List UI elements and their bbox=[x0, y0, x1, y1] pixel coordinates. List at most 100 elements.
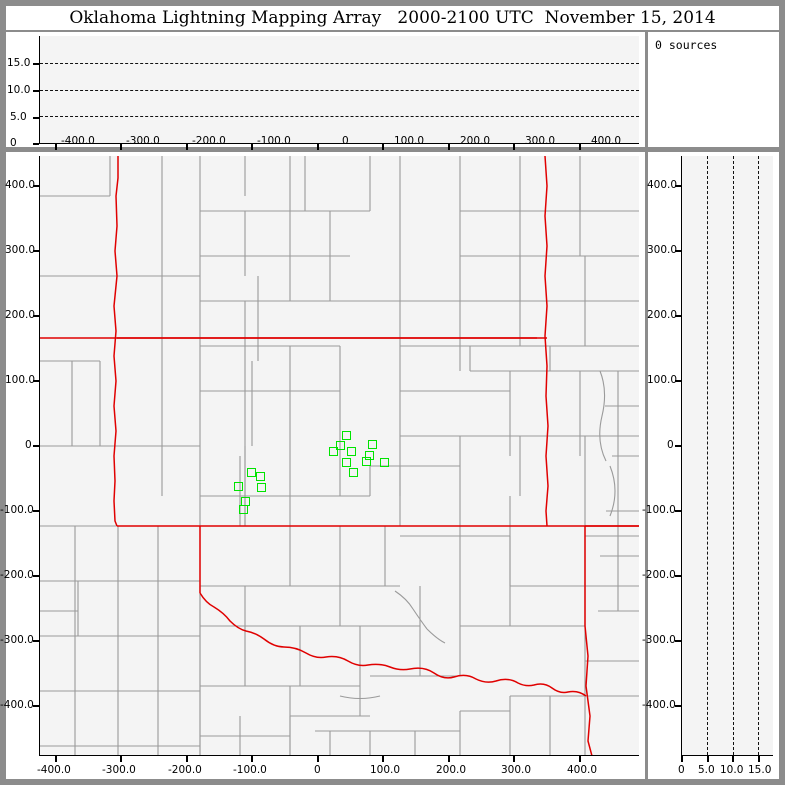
xtick-label-map-m300: -300.0 bbox=[102, 764, 136, 776]
ytick-label-hist-100: 100.0 bbox=[647, 374, 678, 386]
source-count-label: 0 sources bbox=[655, 38, 718, 52]
xtick-hist-0 bbox=[681, 756, 683, 762]
xtick-label-map-m200: -200.0 bbox=[168, 764, 202, 776]
source-marker bbox=[368, 440, 378, 450]
xtick-map-0 bbox=[317, 756, 319, 762]
xtick-label-th-100: 100.0 bbox=[394, 135, 425, 147]
ytick-map-m300 bbox=[33, 640, 39, 642]
xtick-label-th-m100: -100.0 bbox=[257, 135, 291, 147]
source-count-panel: 0 sources bbox=[648, 32, 779, 147]
xtick-hist-15 bbox=[758, 756, 760, 762]
ytick-label-hist-200: 200.0 bbox=[647, 309, 678, 321]
ytick-label-th-10: 10.0 bbox=[7, 84, 31, 96]
ytick-hist-m200 bbox=[675, 575, 681, 577]
ytick-hist-m400 bbox=[675, 705, 681, 707]
height-latitude-plot-area bbox=[681, 156, 773, 756]
ytick-label-map-m300: -300.0 bbox=[0, 634, 34, 646]
ytick-label-map-m200: -200.0 bbox=[0, 569, 34, 581]
xtick-label-hist-5: 5.0 bbox=[698, 764, 715, 776]
ytick-map-100 bbox=[33, 380, 39, 382]
xtick-th-m100 bbox=[251, 144, 253, 150]
source-marker bbox=[234, 482, 244, 492]
xtick-label-th-0: 0 bbox=[342, 135, 349, 147]
source-marker bbox=[361, 456, 371, 466]
xtick-label-th-m300: -300.0 bbox=[126, 135, 160, 147]
xtick-label-th-200: 200.0 bbox=[460, 135, 491, 147]
xtick-label-th-400: 400.0 bbox=[591, 135, 622, 147]
xtick-label-th-m200: -200.0 bbox=[192, 135, 226, 147]
ytick-hist-100 bbox=[675, 380, 681, 382]
ytick-label-map-400: 400.0 bbox=[5, 179, 36, 191]
ytick-hist-m100 bbox=[675, 510, 681, 512]
ytick-map-m100 bbox=[33, 510, 39, 512]
xtick-label-th-300: 300.0 bbox=[525, 135, 556, 147]
xtick-label-hist-15: 15.0 bbox=[748, 764, 772, 776]
ytick-label-hist-m200: -200.0 bbox=[642, 569, 676, 581]
ytick-label-map-300: 300.0 bbox=[5, 244, 36, 256]
ytick-hist-0 bbox=[675, 445, 681, 447]
source-marker bbox=[335, 440, 345, 450]
page-title: Oklahoma Lightning Mapping Array 2000-21… bbox=[69, 8, 716, 28]
ytick-map-200 bbox=[33, 315, 39, 317]
xtick-th-0 bbox=[317, 144, 319, 150]
xtick-map-m400 bbox=[55, 756, 57, 762]
source-marker bbox=[329, 447, 339, 457]
ytick-label-hist-300: 300.0 bbox=[647, 244, 678, 256]
ytick-map-300 bbox=[33, 250, 39, 252]
ytick-label-hist-m100: -100.0 bbox=[642, 504, 676, 516]
ytick-label-hist-0: 0 bbox=[667, 439, 674, 451]
ytick-label-th-5: 5.0 bbox=[10, 111, 27, 123]
xtick-map-400 bbox=[579, 756, 581, 762]
xtick-th-m200 bbox=[186, 144, 188, 150]
source-marker bbox=[379, 458, 389, 468]
xtick-map-m200 bbox=[186, 756, 188, 762]
source-marker bbox=[346, 447, 356, 457]
xtick-label-map-300: 300.0 bbox=[501, 764, 532, 776]
ytick-label-map-m100: -100.0 bbox=[0, 504, 34, 516]
ytick-th-5 bbox=[33, 117, 39, 119]
ytick-map-0 bbox=[33, 445, 39, 447]
map-panel: 400.0 300.0 200.0 100.0 0 -100.0 -200.0 … bbox=[0, 152, 645, 779]
gridline-x-5 bbox=[707, 156, 709, 755]
xtick-label-map-400: 400.0 bbox=[567, 764, 598, 776]
ytick-label-th-15: 15.0 bbox=[7, 57, 31, 69]
title-bar: Oklahoma Lightning Mapping Array 2000-21… bbox=[6, 6, 779, 30]
ytick-label-map-0: 0 bbox=[25, 439, 32, 451]
map-geography bbox=[40, 156, 639, 755]
xtick-th-300 bbox=[513, 144, 515, 150]
xtick-label-map-200: 200.0 bbox=[436, 764, 467, 776]
time-height-panel: 0 5.0 10.0 15.0 bbox=[6, 32, 645, 150]
ytick-hist-m300 bbox=[675, 640, 681, 642]
xtick-label-map-0: 0 bbox=[314, 764, 321, 776]
ytick-th-0 bbox=[33, 143, 39, 145]
height-latitude-panel: 400.0 300.0 200.0 100.0 0 -100.0 -200.0 … bbox=[642, 152, 779, 779]
xtick-map-300 bbox=[513, 756, 515, 762]
xtick-th-400 bbox=[579, 144, 581, 150]
xtick-map-200 bbox=[448, 756, 450, 762]
xtick-th-m300 bbox=[120, 144, 122, 150]
xtick-th-100 bbox=[382, 144, 384, 150]
ytick-label-map-100: 100.0 bbox=[5, 374, 36, 386]
xtick-map-m300 bbox=[120, 756, 122, 762]
source-marker bbox=[348, 467, 358, 477]
ytick-th-10 bbox=[33, 90, 39, 92]
ytick-label-hist-m300: -300.0 bbox=[642, 634, 676, 646]
ytick-map-m400 bbox=[33, 705, 39, 707]
xtick-label-hist-0: 0 bbox=[678, 764, 685, 776]
xtick-hist-5 bbox=[707, 756, 709, 762]
source-marker bbox=[364, 450, 374, 460]
county-boundaries bbox=[40, 156, 639, 755]
xtick-th-m400 bbox=[55, 144, 57, 150]
source-marker bbox=[341, 430, 351, 440]
ytick-th-15 bbox=[33, 63, 39, 65]
ytick-label-hist-m400: -400.0 bbox=[642, 699, 676, 711]
time-height-plot-area bbox=[39, 36, 639, 144]
source-marker bbox=[239, 505, 249, 515]
ytick-hist-200 bbox=[675, 315, 681, 317]
xtick-hist-10 bbox=[732, 756, 734, 762]
source-marker bbox=[341, 458, 351, 468]
xtick-th-200 bbox=[448, 144, 450, 150]
ytick-label-map-200: 200.0 bbox=[5, 309, 36, 321]
gridline-x-15 bbox=[757, 156, 759, 755]
